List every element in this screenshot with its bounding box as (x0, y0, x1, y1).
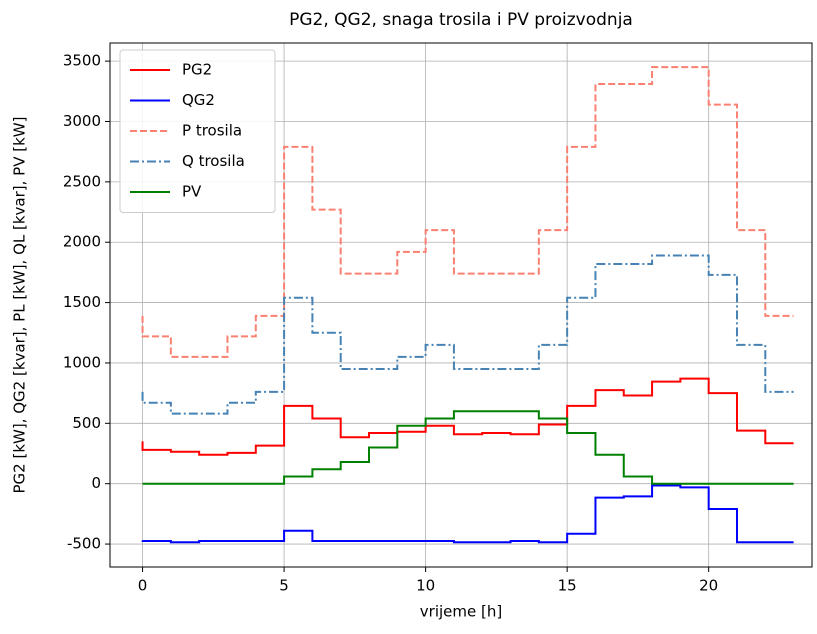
y-axis-label: PG2 [kW], QG2 [kvar], PL [kW], QL [kvar]… (11, 117, 29, 494)
step-line (141, 66, 794, 358)
y-tick-label: 500 (72, 414, 101, 432)
legend-box (119, 49, 276, 213)
legend-label: P trosila (182, 122, 242, 140)
x-axis-label: vrijeme [h] (420, 603, 502, 621)
legend-label: PV (182, 183, 202, 201)
y-tick-label: 2500 (63, 172, 101, 190)
x-tick-label: 0 (138, 577, 148, 595)
chart-title: PG2, QG2, snaga trosila i PV proizvodnja (289, 10, 633, 30)
x-tick-label: 15 (558, 577, 577, 595)
legend-label: QG2 (182, 91, 215, 109)
y-tick-label: 1000 (63, 353, 101, 371)
legend-label: PG2 (182, 61, 212, 79)
x-tick-label: 10 (416, 577, 435, 595)
step-line (141, 377, 794, 456)
y-tick-label: 3000 (63, 112, 101, 130)
step-line (141, 254, 794, 415)
y-tick-label: -500 (67, 535, 101, 553)
plot-frame (109, 42, 813, 568)
step-line (141, 484, 794, 544)
y-tick-label: 0 (91, 474, 101, 492)
x-tick-label: 5 (279, 577, 289, 595)
y-tick-label: 3500 (63, 52, 101, 70)
y-tick-label: 2000 (63, 233, 101, 251)
step-line (142, 410, 794, 485)
y-tick-label: 1500 (63, 293, 101, 311)
x-tick-label: 20 (699, 577, 718, 595)
legend-label: Q trosila (182, 152, 245, 170)
